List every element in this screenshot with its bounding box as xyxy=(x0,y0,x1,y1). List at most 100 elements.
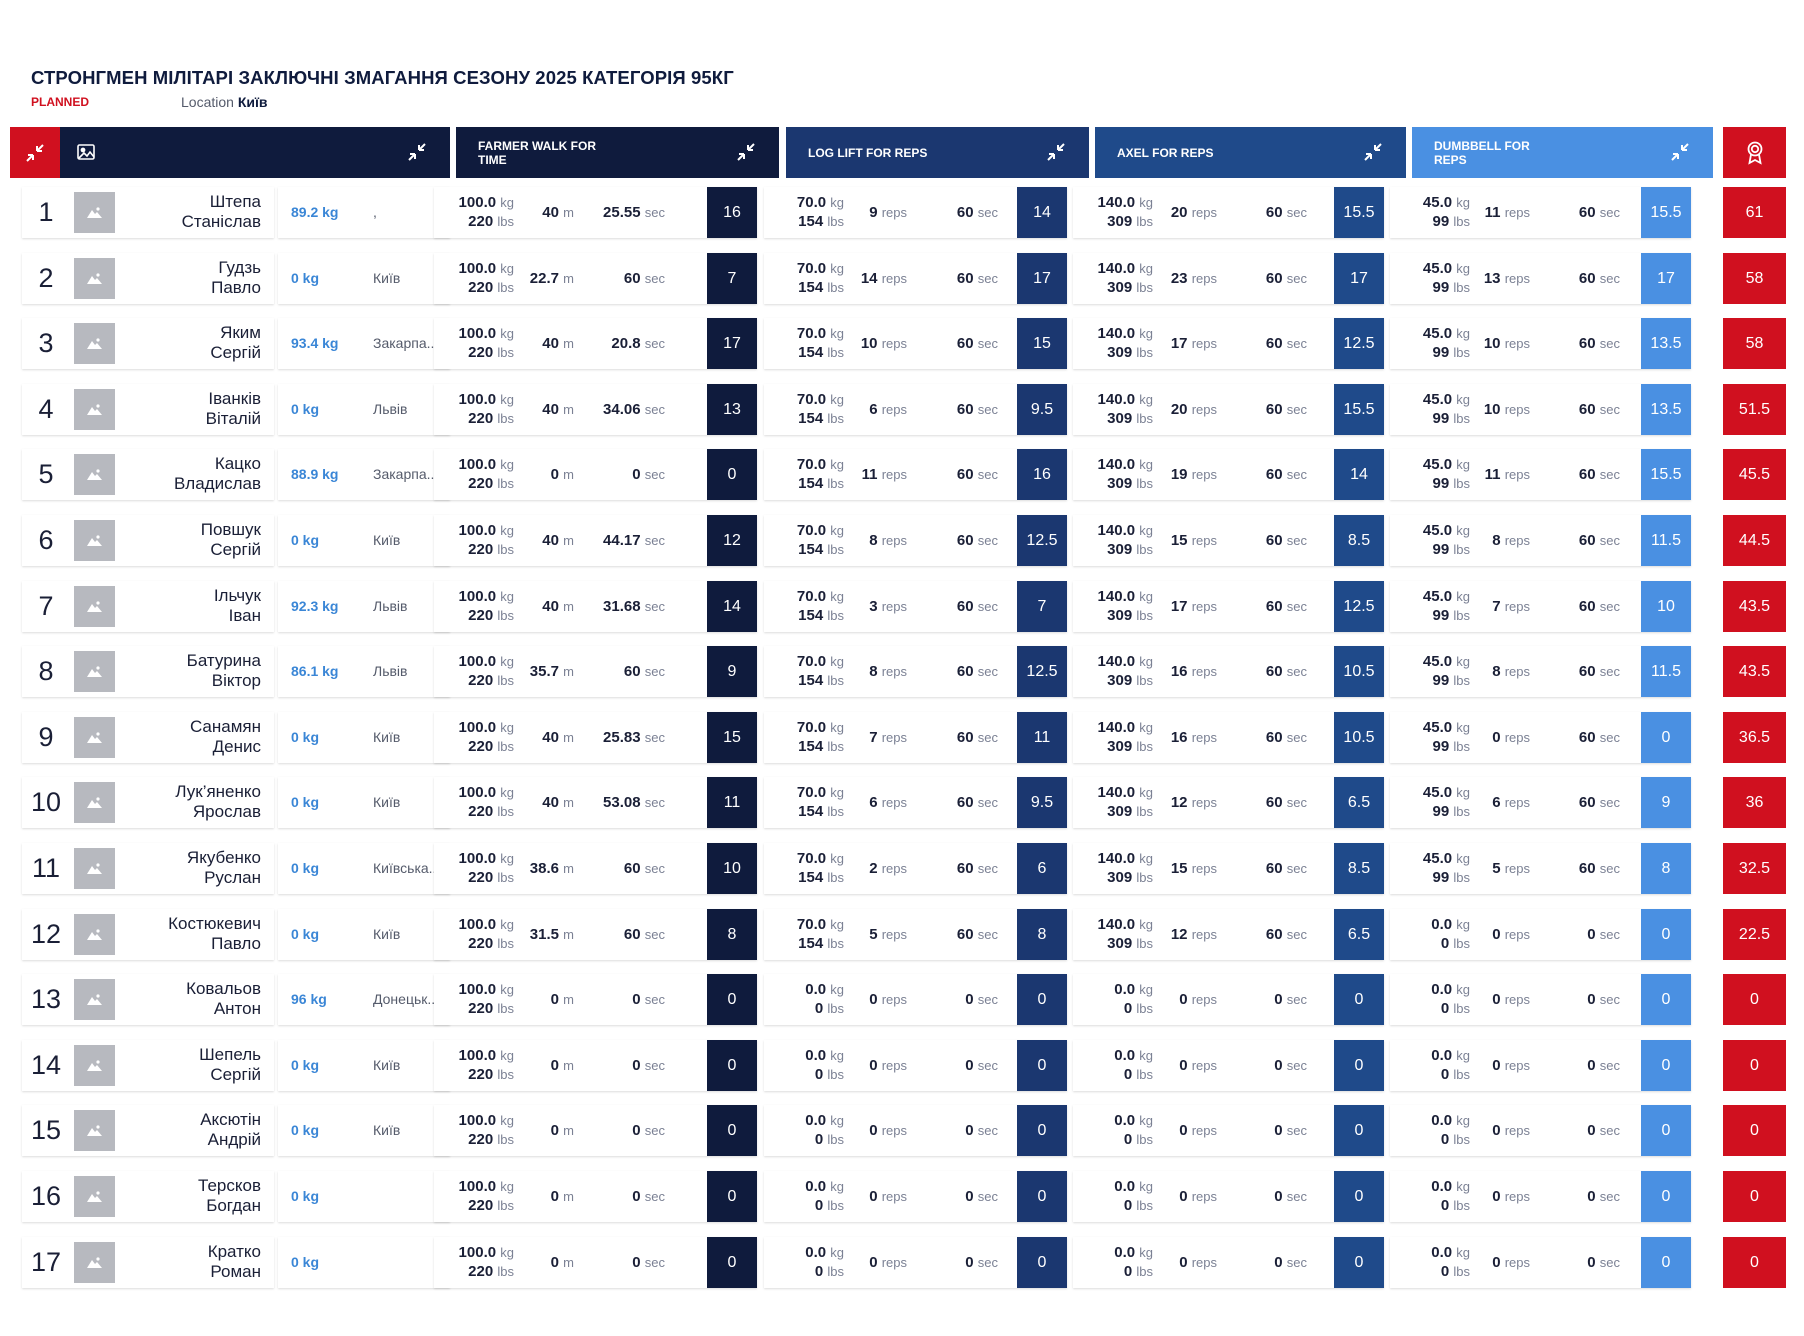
event-result-cell[interactable]: 0.0 kg 0 lbs 0 reps 0 sec 0 xyxy=(764,1237,1067,1288)
event-result-cell[interactable]: 100.0 kg 220 lbs 35.7 m 60 sec 9 xyxy=(434,646,757,697)
event-result-cell[interactable]: 100.0 kg 220 lbs 40 m 25.55 sec 16 xyxy=(434,187,757,238)
collapse-all-button[interactable] xyxy=(10,127,60,178)
event-result-cell[interactable]: 0.0 kg 0 lbs 0 reps 0 sec 0 xyxy=(764,974,1067,1025)
event-result-cell[interactable]: 140.0 kg 309 lbs 20 reps 60 sec 15.5 xyxy=(1073,187,1384,238)
event-result-cell[interactable]: 140.0 kg 309 lbs 20 reps 60 sec 15.5 xyxy=(1073,384,1384,435)
table-row[interactable]: 2 Гудзь Павло 0 kg Київ 100.0 kg 220 lbs 22.7 m… xyxy=(22,253,1786,304)
athlete-cell[interactable]: 2 Гудзь Павло xyxy=(22,253,274,304)
athlete-cell[interactable]: 13 Ковальов Антон xyxy=(22,974,274,1025)
event-result-cell[interactable]: 45.0 kg 99 lbs 11 reps 60 sec 15.5 xyxy=(1390,449,1691,500)
event-result-cell[interactable]: 100.0 kg 220 lbs 22.7 m 60 sec 7 xyxy=(434,253,757,304)
athlete-cell[interactable]: 6 Повшук Сергій xyxy=(22,515,274,566)
table-row[interactable]: 14 Шепель Сергій 0 kg Київ 100.0 kg 220 lbs 0 m… xyxy=(22,1040,1786,1091)
event-result-cell[interactable]: 70.0 kg 154 lbs 3 reps 60 sec 7 xyxy=(764,581,1067,632)
table-row[interactable]: 5 Кацко Владислав 88.9 kg Закарпа... 100.0 kg… xyxy=(22,449,1786,500)
event-result-cell[interactable]: 100.0 kg 220 lbs 31.5 m 60 sec 8 xyxy=(434,909,757,960)
table-row[interactable]: 6 Повшук Сергій 0 kg Київ 100.0 kg 220 lbs 40 m… xyxy=(22,515,1786,566)
athlete-cell[interactable]: 15 Аксютін Андрій xyxy=(22,1105,274,1156)
event-result-cell[interactable]: 0.0 kg 0 lbs 0 reps 0 sec 0 xyxy=(764,1105,1067,1156)
athlete-cell[interactable]: 9 Санамян Денис xyxy=(22,712,274,763)
event-result-cell[interactable]: 0.0 kg 0 lbs 0 reps 0 sec 0 xyxy=(1073,974,1384,1025)
event-result-cell[interactable]: 0.0 kg 0 lbs 0 reps 0 sec 0 xyxy=(1390,1040,1691,1091)
event-result-cell[interactable]: 0.0 kg 0 lbs 0 reps 0 sec 0 xyxy=(1390,909,1691,960)
event-result-cell[interactable]: 45.0 kg 99 lbs 8 reps 60 sec 11.5 xyxy=(1390,646,1691,697)
collapse-arrows-icon[interactable] xyxy=(1362,141,1384,163)
athlete-cell[interactable]: 12 Костюкевич Павло xyxy=(22,909,274,960)
event-result-cell[interactable]: 100.0 kg 220 lbs 40 m 34.06 sec 13 xyxy=(434,384,757,435)
event-result-cell[interactable]: 140.0 kg 309 lbs 12 reps 60 sec 6.5 xyxy=(1073,909,1384,960)
event-result-cell[interactable]: 70.0 kg 154 lbs 6 reps 60 sec 9.5 xyxy=(764,384,1067,435)
event-result-cell[interactable]: 45.0 kg 99 lbs 11 reps 60 sec 15.5 xyxy=(1390,187,1691,238)
event-result-cell[interactable]: 140.0 kg 309 lbs 16 reps 60 sec 10.5 xyxy=(1073,712,1384,763)
event-result-cell[interactable]: 140.0 kg 309 lbs 12 reps 60 sec 6.5 xyxy=(1073,777,1384,828)
event-result-cell[interactable]: 0.0 kg 0 lbs 0 reps 0 sec 0 xyxy=(1390,1105,1691,1156)
event-result-cell[interactable]: 70.0 kg 154 lbs 8 reps 60 sec 12.5 xyxy=(764,646,1067,697)
event-result-cell[interactable]: 70.0 kg 154 lbs 8 reps 60 sec 12.5 xyxy=(764,515,1067,566)
event-result-cell[interactable]: 70.0 kg 154 lbs 2 reps 60 sec 6 xyxy=(764,843,1067,894)
event-result-cell[interactable]: 45.0 kg 99 lbs 6 reps 60 sec 9 xyxy=(1390,777,1691,828)
event-result-cell[interactable]: 70.0 kg 154 lbs 14 reps 60 sec 17 xyxy=(764,253,1067,304)
event-result-cell[interactable]: 70.0 kg 154 lbs 5 reps 60 sec 8 xyxy=(764,909,1067,960)
total-points-header[interactable] xyxy=(1723,127,1786,178)
collapse-arrows-icon[interactable] xyxy=(735,141,757,163)
event-result-cell[interactable]: 45.0 kg 99 lbs 10 reps 60 sec 13.5 xyxy=(1390,384,1691,435)
table-row[interactable]: 12 Костюкевич Павло 0 kg Київ 100.0 kg 220 lbs… xyxy=(22,909,1786,960)
event-result-cell[interactable]: 100.0 kg 220 lbs 40 m 44.17 sec 12 xyxy=(434,515,757,566)
athlete-cell[interactable]: 1 Штепа Станіслав xyxy=(22,187,274,238)
athlete-cell[interactable]: 17 Кратко Роман xyxy=(22,1237,274,1288)
athlete-cell[interactable]: 5 Кацко Владислав xyxy=(22,449,274,500)
collapse-arrows-icon[interactable] xyxy=(1045,141,1067,163)
table-row[interactable]: 1 Штепа Станіслав 89.2 kg, 100.0 kg 220 lbs 40… xyxy=(22,187,1786,238)
collapse-arrows-icon[interactable] xyxy=(1669,141,1691,163)
event-result-cell[interactable]: 45.0 kg 99 lbs 8 reps 60 sec 11.5 xyxy=(1390,515,1691,566)
event-result-cell[interactable]: 0.0 kg 0 lbs 0 reps 0 sec 0 xyxy=(1073,1171,1384,1222)
table-row[interactable]: 3 Яким Сергій 93.4 kg Закарпа... 100.0 kg 220 … xyxy=(22,318,1786,369)
athlete-cell[interactable]: 4 Іванків Віталій xyxy=(22,384,274,435)
table-row[interactable]: 9 Санамян Денис 0 kg Київ 100.0 kg 220 lbs 40 m… xyxy=(22,712,1786,763)
event-result-cell[interactable]: 70.0 kg 154 lbs 9 reps 60 sec 14 xyxy=(764,187,1067,238)
table-row[interactable]: 10 Лук’яненко Ярослав 0 kg Київ 100.0 kg 220 l… xyxy=(22,777,1786,828)
table-row[interactable]: 13 Ковальов Антон 96 kg Донецьк... 100.0 kg 22… xyxy=(22,974,1786,1025)
athlete-cell[interactable]: 14 Шепель Сергій xyxy=(22,1040,274,1091)
event-result-cell[interactable]: 100.0 kg 220 lbs 40 m 25.83 sec 15 xyxy=(434,712,757,763)
event-result-cell[interactable]: 140.0 kg 309 lbs 17 reps 60 sec 12.5 xyxy=(1073,581,1384,632)
event-result-cell[interactable]: 70.0 kg 154 lbs 7 reps 60 sec 11 xyxy=(764,712,1067,763)
event-result-cell[interactable]: 0.0 kg 0 lbs 0 reps 0 sec 0 xyxy=(1390,1237,1691,1288)
athlete-cell[interactable]: 8 Батурина Віктор xyxy=(22,646,274,697)
event-result-cell[interactable]: 70.0 kg 154 lbs 10 reps 60 sec 15 xyxy=(764,318,1067,369)
table-row[interactable]: 11 Якубенко Руслан 0 kg Київська... 100.0 kg 2… xyxy=(22,843,1786,894)
event-result-cell[interactable]: 140.0 kg 309 lbs 16 reps 60 sec 10.5 xyxy=(1073,646,1384,697)
athlete-cell[interactable]: 7 Ільчук Іван xyxy=(22,581,274,632)
event-result-cell[interactable]: 0.0 kg 0 lbs 0 reps 0 sec 0 xyxy=(1073,1105,1384,1156)
event-result-cell[interactable]: 70.0 kg 154 lbs 6 reps 60 sec 9.5 xyxy=(764,777,1067,828)
event-result-cell[interactable]: 100.0 kg 220 lbs 40 m 20.8 sec 17 xyxy=(434,318,757,369)
event-result-cell[interactable]: 0.0 kg 0 lbs 0 reps 0 sec 0 xyxy=(1390,1171,1691,1222)
event-result-cell[interactable]: 45.0 kg 99 lbs 13 reps 60 sec 17 xyxy=(1390,253,1691,304)
event-result-cell[interactable]: 140.0 kg 309 lbs 15 reps 60 sec 8.5 xyxy=(1073,843,1384,894)
event-result-cell[interactable]: 0.0 kg 0 lbs 0 reps 0 sec 0 xyxy=(764,1040,1067,1091)
athlete-cell[interactable]: 10 Лук’яненко Ярослав xyxy=(22,777,274,828)
event-result-cell[interactable]: 45.0 kg 99 lbs 10 reps 60 sec 13.5 xyxy=(1390,318,1691,369)
event-result-cell[interactable]: 45.0 kg 99 lbs 7 reps 60 sec 10 xyxy=(1390,581,1691,632)
event-result-cell[interactable]: 45.0 kg 99 lbs 0 reps 60 sec 0 xyxy=(1390,712,1691,763)
collapse-arrows-icon[interactable] xyxy=(406,141,428,163)
event-result-cell[interactable]: 0.0 kg 0 lbs 0 reps 0 sec 0 xyxy=(1390,974,1691,1025)
event-result-cell[interactable]: 45.0 kg 99 lbs 5 reps 60 sec 8 xyxy=(1390,843,1691,894)
table-row[interactable]: 15 Аксютін Андрій 0 kg Київ 100.0 kg 220 lbs 0 … xyxy=(22,1105,1786,1156)
event-result-cell[interactable]: 70.0 kg 154 lbs 11 reps 60 sec 16 xyxy=(764,449,1067,500)
table-row[interactable]: 7 Ільчук Іван 92.3 kg Львів 100.0 kg 220 lbs 40… xyxy=(22,581,1786,632)
event-result-cell[interactable]: 100.0 kg 220 lbs 40 m 53.08 sec 11 xyxy=(434,777,757,828)
image-icon[interactable] xyxy=(77,144,95,160)
event-result-cell[interactable]: 140.0 kg 309 lbs 23 reps 60 sec 17 xyxy=(1073,253,1384,304)
event-result-cell[interactable]: 140.0 kg 309 lbs 15 reps 60 sec 8.5 xyxy=(1073,515,1384,566)
event-result-cell[interactable]: 100.0 kg 220 lbs 38.6 m 60 sec 10 xyxy=(434,843,757,894)
event-result-cell[interactable]: 0.0 kg 0 lbs 0 reps 0 sec 0 xyxy=(764,1171,1067,1222)
table-row[interactable]: 8 Батурина Віктор 86.1 kg Львів 100.0 kg 220 l… xyxy=(22,646,1786,697)
event-result-cell[interactable]: 0.0 kg 0 lbs 0 reps 0 sec 0 xyxy=(1073,1237,1384,1288)
